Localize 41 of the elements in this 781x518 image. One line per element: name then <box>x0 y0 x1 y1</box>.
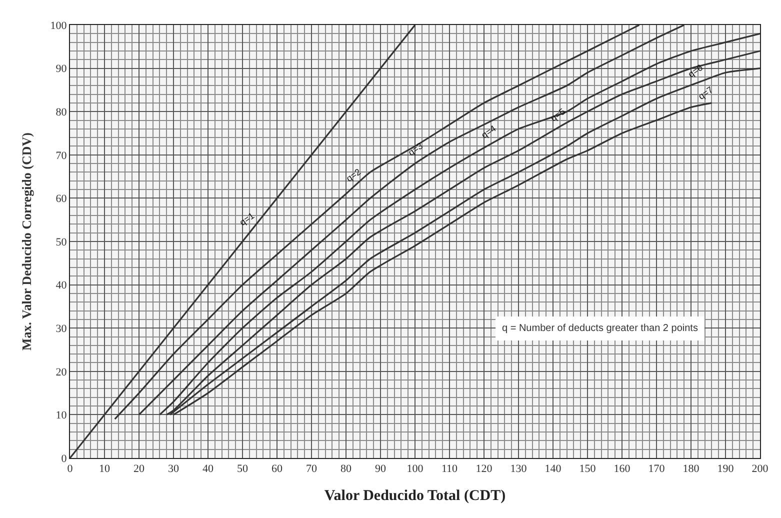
x-axis-title: Valor Deducido Total (CDT) <box>324 488 506 504</box>
x-tick-label: 80 <box>340 463 352 476</box>
x-tick-label: 30 <box>168 463 180 476</box>
x-tick-label: 20 <box>134 463 145 476</box>
y-tick-label: 100 <box>50 20 68 32</box>
x-tick-label: 200 <box>752 463 769 476</box>
y-tick-label: 60 <box>56 193 68 206</box>
y-tick-label: 20 <box>56 366 68 378</box>
x-tick-label: 100 <box>406 463 424 476</box>
y-tick-label: 0 <box>61 452 68 465</box>
y-tick-label: 30 <box>56 322 68 335</box>
x-tick-label: 120 <box>476 463 493 476</box>
x-tick-label: 60 <box>272 463 283 476</box>
y-tick-label: 40 <box>56 280 68 292</box>
x-tick-label: 10 <box>99 463 110 476</box>
annotation: q=2 <box>344 166 363 184</box>
x-tick-label: 140 <box>544 463 562 476</box>
y-tick-label: 50 <box>56 236 68 248</box>
annotation: q = Number of deducts greater than 2 points <box>502 323 698 334</box>
y-tick-label: 10 <box>56 410 68 422</box>
x-tick-label: 90 <box>375 463 386 476</box>
y-tick-label: 90 <box>56 63 68 76</box>
annotation: q=6 <box>686 62 705 80</box>
y-tick-label: 80 <box>56 106 68 118</box>
annotation: q=5 <box>548 106 567 124</box>
x-tick-label: 70 <box>306 463 318 476</box>
x-tick-label: 190 <box>717 463 734 476</box>
annotation: q=4 <box>480 123 498 140</box>
annotation: q=1 <box>238 210 256 228</box>
y-axis-title: Max. Valor Deducido Corregido (CDV) <box>19 132 34 350</box>
x-tick-label: 170 <box>648 463 666 476</box>
x-tick-label: 180 <box>682 463 700 476</box>
x-tick-label: 130 <box>510 463 528 476</box>
annotation: q=7 <box>696 84 715 102</box>
x-tick-label: 110 <box>441 463 458 476</box>
x-tick-label: 150 <box>579 463 596 476</box>
x-tick-label: 50 <box>237 463 248 476</box>
annotation: q=3 <box>406 140 425 158</box>
y-tick-label: 70 <box>56 150 68 162</box>
x-tick-label: 160 <box>614 463 631 476</box>
x-tick-label: 40 <box>202 463 214 476</box>
